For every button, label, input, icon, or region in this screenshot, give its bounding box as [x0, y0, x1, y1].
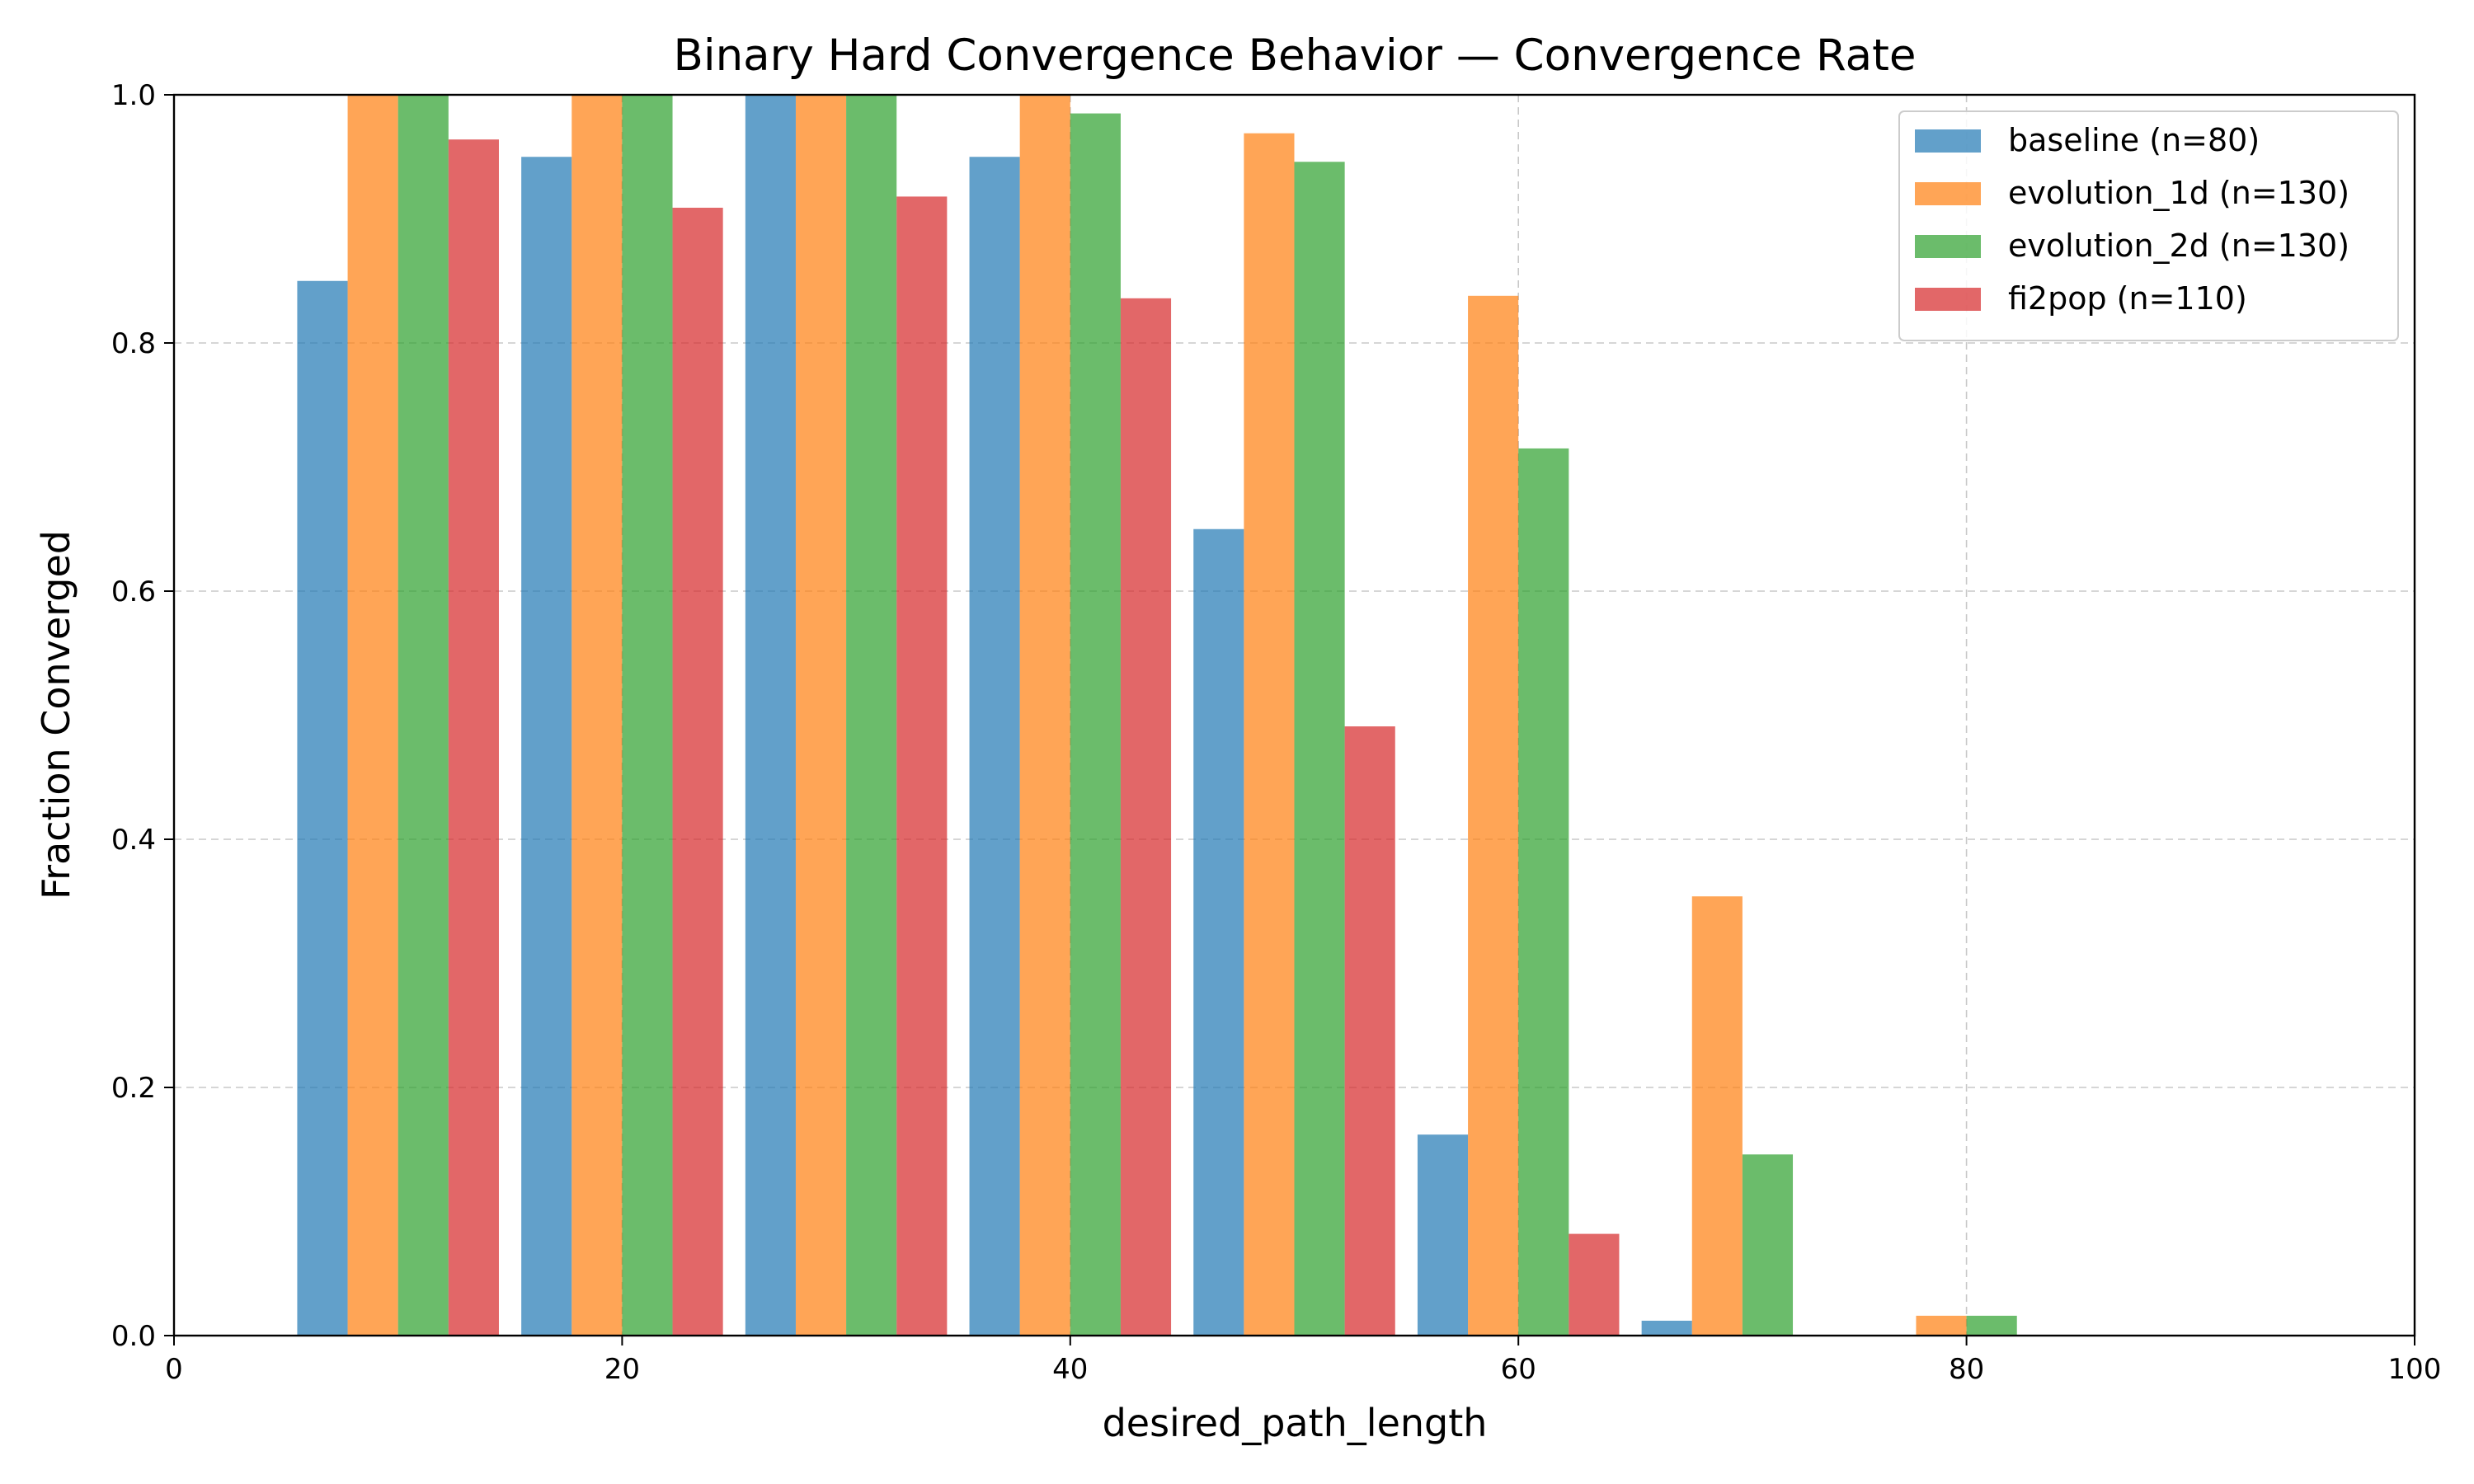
bar: [297, 280, 348, 1336]
bar: [397, 95, 449, 1336]
bar: [448, 139, 499, 1336]
bar: [896, 196, 948, 1336]
bar: [1120, 298, 1172, 1336]
bar: [1294, 162, 1345, 1336]
x-axis-label: desired_path_length: [1103, 1401, 1488, 1445]
bar: [846, 95, 897, 1336]
legend-box: [1898, 110, 2399, 341]
y-tick-label: 0.0: [111, 1320, 156, 1353]
x-tick-label: 20: [604, 1353, 640, 1386]
bar: [1468, 295, 1519, 1336]
plot-frame: [172, 93, 2416, 1337]
y-axis-label: Fraction Converged: [34, 530, 78, 899]
bar: [1193, 528, 1244, 1336]
legend: baseline (n=80) evolution_1d (n=130) evolu…: [1898, 110, 2399, 341]
legend-label: baseline (n=80): [2008, 122, 2260, 158]
bar: [1916, 1315, 1967, 1336]
bar: [1344, 726, 1395, 1336]
bar: [1417, 1134, 1469, 1336]
bar: [1742, 1154, 1794, 1336]
x-tick-label: 100: [2388, 1353, 2442, 1386]
y-tick-label: 1.0: [111, 79, 156, 112]
bar: [1641, 1320, 1692, 1336]
bar: [672, 207, 723, 1336]
legend-swatch: [1915, 235, 1981, 258]
x-tick-label: 0: [165, 1353, 183, 1386]
bars: [297, 95, 2017, 1336]
bar: [1244, 133, 1295, 1336]
axis-ticks: 0 20 40 60 80 100 0.0 0.2 0.4 0.6 0.8 1.0: [111, 79, 2442, 1386]
bar: [622, 95, 673, 1336]
legend-swatch: [1915, 288, 1981, 311]
bar: [521, 157, 572, 1336]
bar: [795, 95, 847, 1336]
bar: [1070, 113, 1121, 1336]
x-tick-label: 60: [1501, 1353, 1536, 1386]
y-tick-label: 0.8: [111, 327, 156, 360]
x-tick-label: 40: [1052, 1353, 1088, 1386]
y-tick-label: 0.2: [111, 1072, 156, 1105]
legend-label: evolution_2d (n=130): [2008, 228, 2349, 264]
x-tick-label: 80: [1949, 1353, 1984, 1386]
chart-title: Binary Hard Convergence Behavior — Conve…: [674, 31, 1917, 81]
bar: [1691, 896, 1743, 1336]
bar: [1518, 448, 1569, 1336]
y-tick-label: 0.4: [111, 824, 156, 857]
legend-swatch: [1915, 129, 1981, 153]
legend-swatch: [1915, 182, 1981, 205]
bar: [571, 95, 623, 1336]
bar: [745, 95, 796, 1336]
bar: [1569, 1233, 1620, 1336]
y-tick-label: 0.6: [111, 575, 156, 608]
bar: [969, 157, 1020, 1336]
bar: [1019, 95, 1070, 1336]
bar: [1966, 1315, 2017, 1336]
legend-label: evolution_1d (n=130): [2008, 175, 2349, 211]
bar: [347, 95, 398, 1336]
legend-label: fi2pop (n=110): [2008, 280, 2247, 317]
